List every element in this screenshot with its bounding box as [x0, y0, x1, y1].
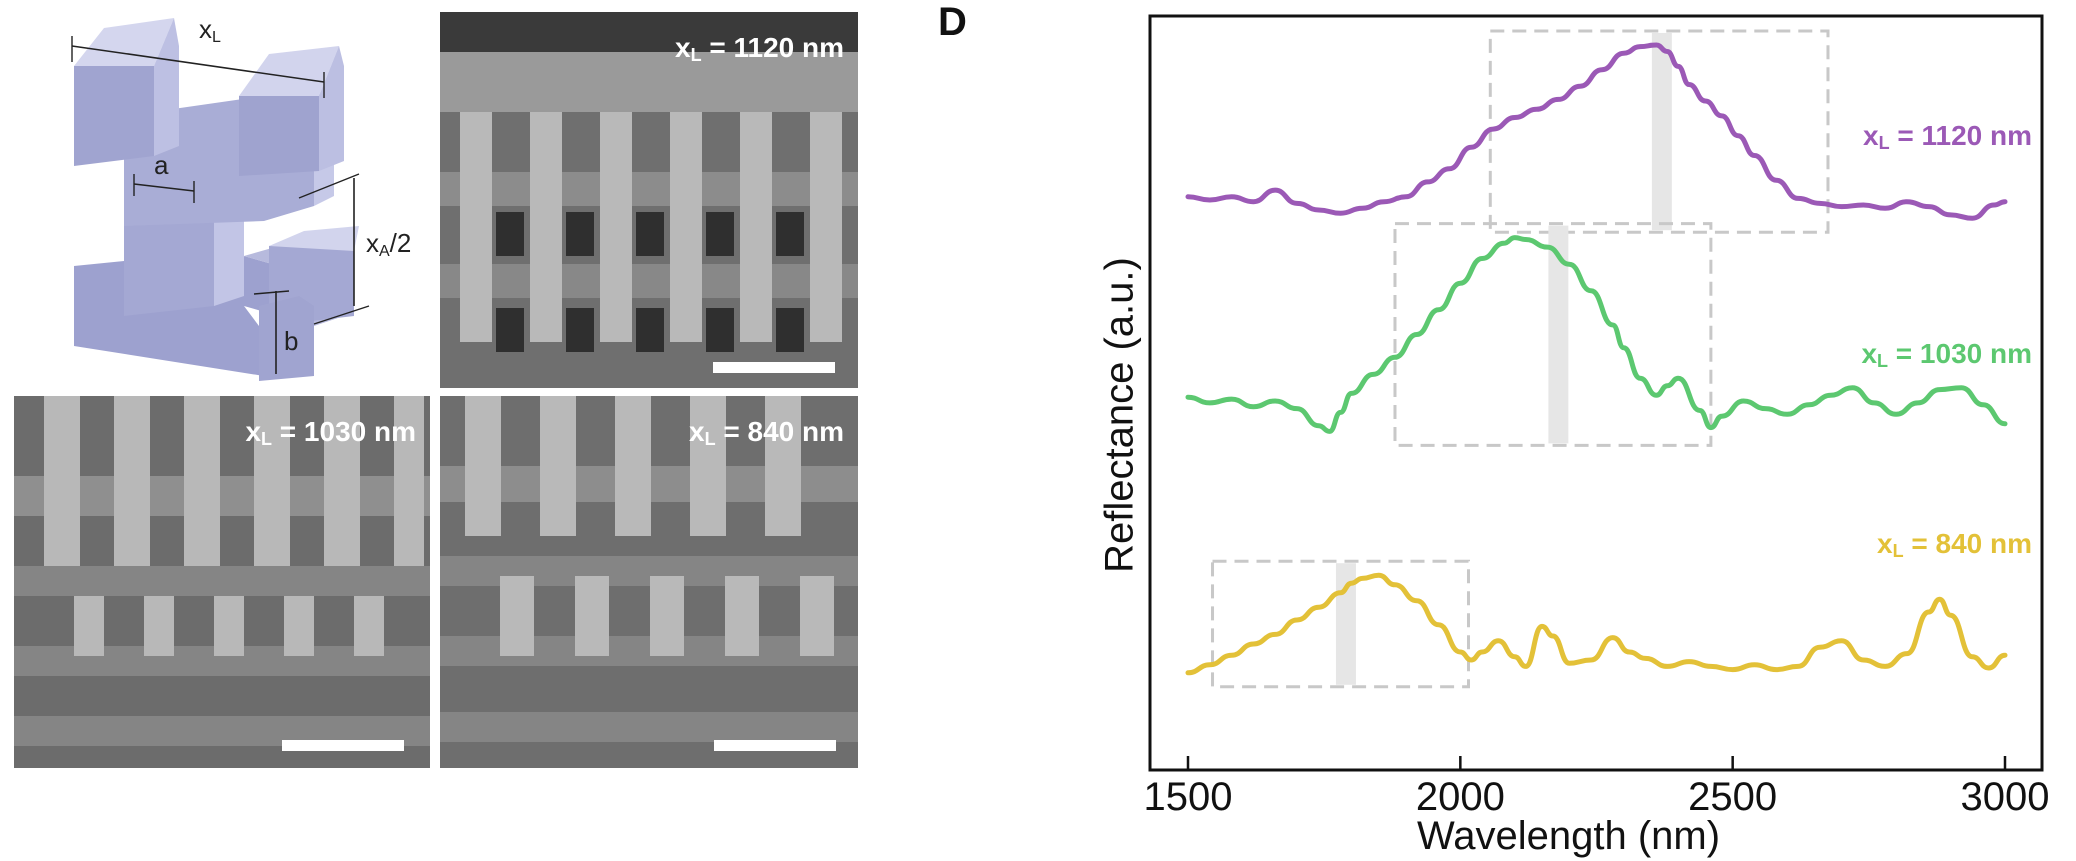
series-line	[1185, 235, 2008, 434]
unit-cell-schematic: xL a xA/2 b	[14, 6, 424, 386]
series-label: xL = 1120 nm	[1862, 120, 2032, 153]
schematic-drawing	[71, 18, 370, 381]
sem-texture	[440, 396, 858, 768]
x-tick-label: 2000	[1415, 775, 1505, 819]
sem-label-1030: xL = 1030 nm	[245, 416, 416, 449]
x-tick-label: 2500	[1688, 775, 1778, 819]
sem-label-1120: xL = 1120 nm	[674, 32, 844, 65]
highlight-box	[1211, 559, 1471, 689]
plot-frame	[1148, 14, 2044, 772]
series-label: xL = 1030 nm	[1861, 338, 2032, 371]
label-b: b	[284, 326, 299, 356]
highlight-band	[1651, 32, 1672, 231]
series-line	[1185, 572, 2008, 676]
label-xl: xL	[199, 14, 221, 46]
label-a: a	[154, 150, 169, 180]
sem-label-840: xL = 840 nm	[689, 416, 844, 449]
highlight-box	[1393, 222, 1713, 447]
sem-texture	[440, 12, 858, 388]
series-label: xL = 840 nm	[1877, 528, 2032, 561]
sem-image-840: xL = 840 nm	[440, 396, 858, 768]
label-xa-half: xA/2	[366, 228, 412, 260]
x-axis-title: Wavelength (nm)	[1417, 814, 1721, 858]
panel-letter: D	[938, 0, 967, 44]
sem-texture	[14, 396, 430, 768]
sem-image-1120: xL = 1120 nm	[440, 12, 858, 388]
series-line	[1185, 42, 2008, 221]
x-tick-label: 3000	[1960, 775, 2050, 819]
scale-bar	[713, 362, 835, 373]
y-axis-title: Reflectance (a.u.)	[1097, 257, 1142, 573]
scale-bar	[714, 740, 836, 751]
highlight-band	[1548, 225, 1569, 444]
x-tick-label: 1500	[1143, 775, 1233, 819]
scale-bar	[282, 740, 404, 751]
sem-image-1030: xL = 1030 nm	[14, 396, 430, 768]
